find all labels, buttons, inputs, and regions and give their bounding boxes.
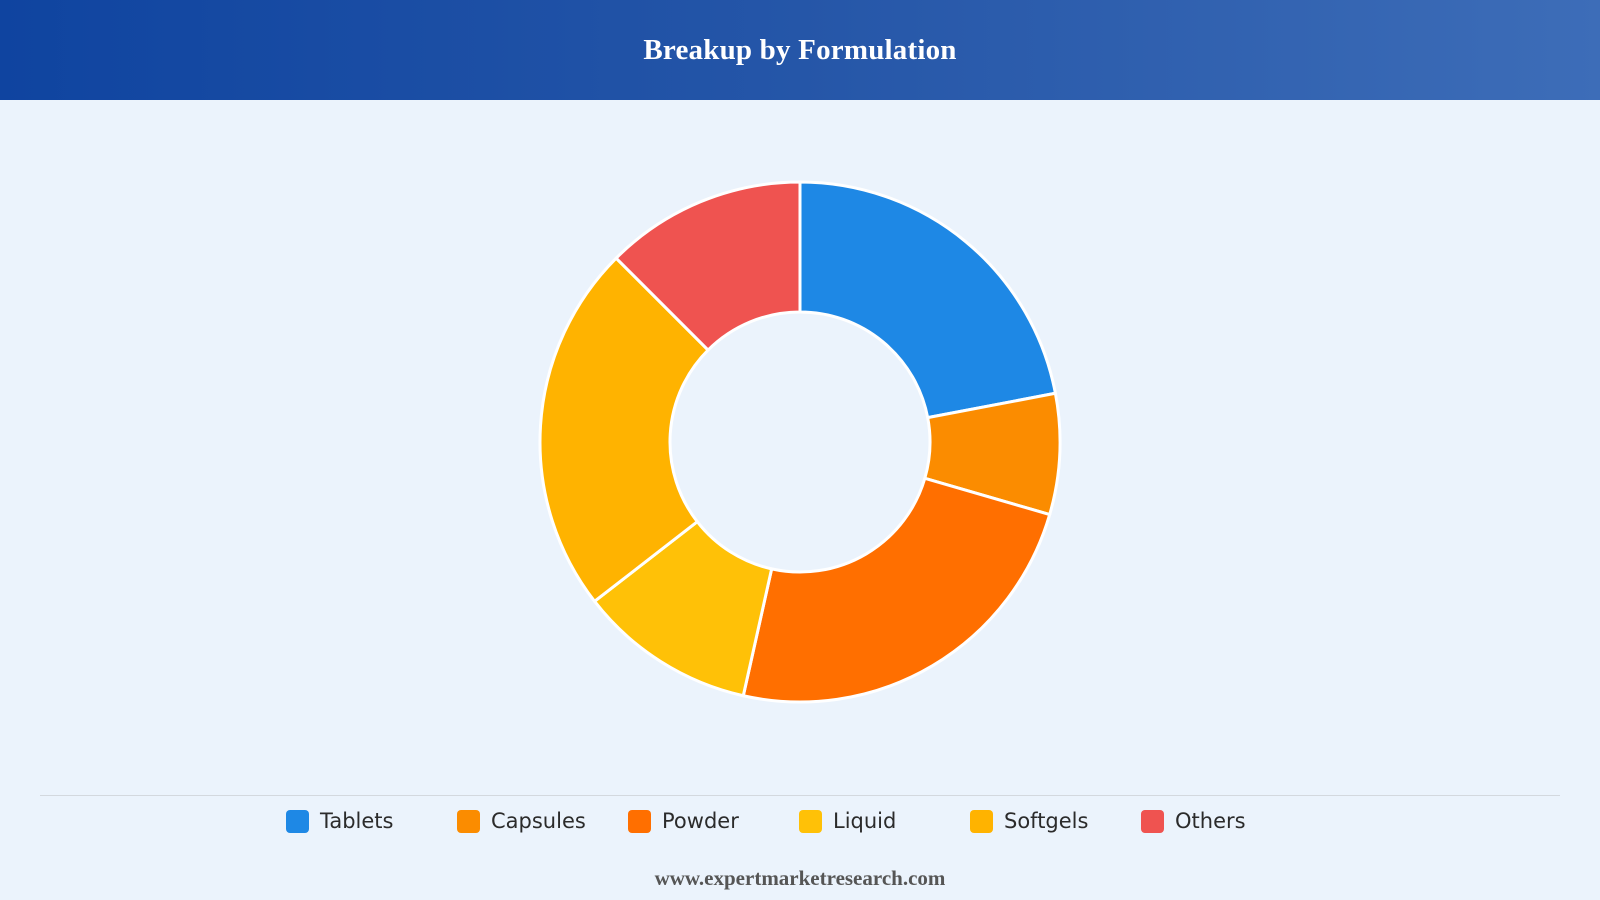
donut-slice-powder[interactable] — [741, 476, 1052, 704]
donut-chart — [538, 180, 1062, 704]
legend-swatch-powder — [628, 809, 651, 833]
donut-slice-tablets[interactable] — [798, 180, 1057, 420]
legend-label-liquid: Liquid — [833, 809, 897, 833]
legend-swatch-softgels — [970, 809, 993, 833]
donut-slice-softgels[interactable] — [538, 256, 710, 603]
legend-swatch-liquid — [799, 809, 822, 833]
legend-label-tablets: Tablets — [320, 809, 394, 833]
legend-swatch-others — [1141, 809, 1164, 833]
donut-slice-others[interactable] — [614, 180, 802, 352]
legend-swatch-capsules — [457, 809, 480, 833]
legend-item-tablets[interactable]: Tablets — [286, 803, 393, 839]
legend-label-powder: Powder — [662, 809, 739, 833]
legend-label-others: Others — [1175, 809, 1246, 833]
legend-item-liquid[interactable]: Liquid — [799, 803, 896, 839]
source-footer: www.expertmarketresearch.com — [654, 866, 946, 890]
legend-item-powder[interactable]: Powder — [628, 803, 739, 839]
legend-item-others[interactable]: Others — [1141, 803, 1246, 839]
header-banner: Breakup by Formulation — [0, 0, 1600, 100]
legend-item-softgels[interactable]: Softgels — [970, 803, 1088, 839]
legend-label-capsules: Capsules — [491, 809, 586, 833]
legend-label-softgels: Softgels — [1004, 809, 1089, 833]
legend-swatch-tablets — [286, 809, 309, 833]
chart-legend: Tablets Capsules Powder Liquid Softgels … — [0, 803, 1600, 839]
chart-area — [0, 100, 1600, 790]
legend-divider — [40, 795, 1560, 796]
page-title: Breakup by Formulation — [643, 33, 957, 66]
legend-item-capsules[interactable]: Capsules — [457, 803, 586, 839]
